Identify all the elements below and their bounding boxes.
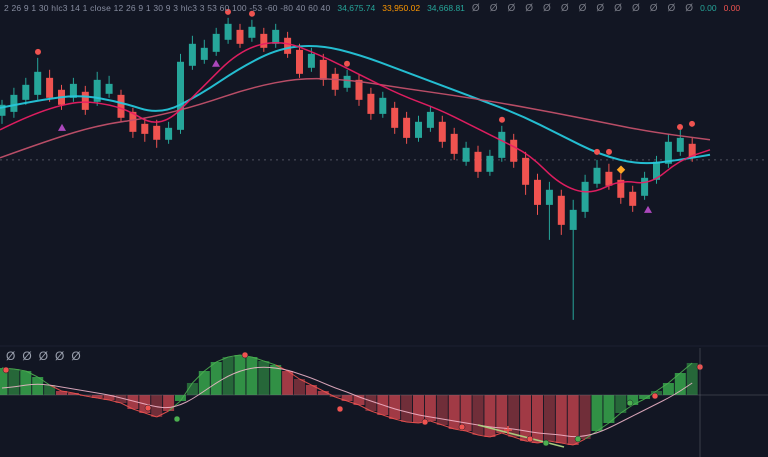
oscillator-zero-value: Ø bbox=[71, 349, 81, 363]
indicator-right-values: 0.00 0.00 bbox=[700, 3, 740, 14]
zero-value: Ø bbox=[578, 3, 587, 14]
indicator-value: 34,668.81 bbox=[427, 3, 465, 13]
zero-value: Ø bbox=[614, 3, 622, 14]
zero-value: Ø bbox=[685, 3, 694, 14]
ma-slow bbox=[0, 77, 711, 159]
indicator-values: 34,675.74 33,950.02 34,668.81 bbox=[337, 3, 464, 14]
indicator-value: 0.00 bbox=[723, 3, 741, 13]
zero-value: Ø bbox=[471, 3, 480, 14]
indicator-value: 0.00 bbox=[700, 3, 717, 13]
ma-lines-layer bbox=[0, 42, 711, 193]
zero-value: Ø bbox=[489, 3, 498, 14]
oscillator-zero-value: Ø bbox=[55, 349, 65, 363]
oscillator-zero-value: Ø bbox=[22, 349, 32, 363]
zero-value: Ø bbox=[525, 3, 534, 14]
zero-value: Ø bbox=[596, 3, 605, 14]
oscillator-trendline bbox=[477, 424, 565, 448]
indicator-status-bar: 2 26 9 1 30 hlc3 14 1 close 12 26 9 1 30… bbox=[4, 3, 740, 14]
zero-value: Ø bbox=[507, 3, 516, 14]
zero-value: Ø bbox=[560, 3, 569, 14]
oscillator-zero-value: Ø bbox=[38, 349, 49, 363]
indicator-value: 34,675.74 bbox=[337, 3, 376, 13]
oscillator-zero-value: Ø bbox=[6, 349, 16, 363]
zero-value: Ø bbox=[631, 3, 640, 14]
oscillator-layer bbox=[0, 348, 768, 457]
candles-layer bbox=[0, 17, 696, 320]
oscillator-signal-line bbox=[1, 366, 693, 438]
zero-value: Ø bbox=[649, 3, 658, 14]
plus-marker bbox=[504, 426, 512, 434]
indicator-params: 2 26 9 1 30 hlc3 14 1 close 12 26 9 1 30… bbox=[4, 3, 331, 13]
ma-cyan bbox=[0, 45, 711, 165]
zero-value: Ø bbox=[543, 3, 551, 14]
indicator-value: 33,950.02 bbox=[382, 3, 421, 13]
zero-value: Ø bbox=[667, 3, 676, 14]
ma-fast bbox=[0, 42, 711, 193]
